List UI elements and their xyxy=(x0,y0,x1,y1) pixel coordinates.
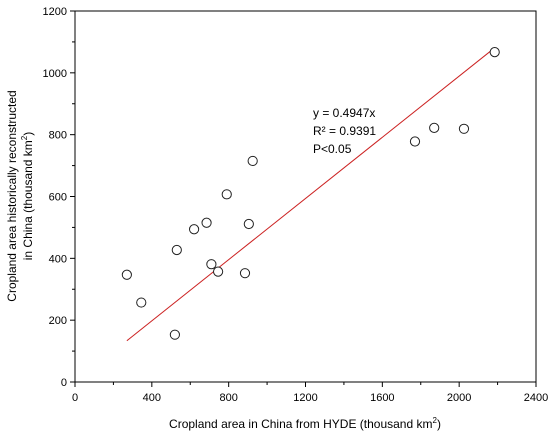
data-point xyxy=(221,189,232,200)
data-point xyxy=(239,268,251,279)
y-tick-label: 0 xyxy=(61,377,67,389)
y-tick-label: 1000 xyxy=(43,68,67,80)
data-point xyxy=(121,269,132,280)
annotation-r2: R² = 0.9391 xyxy=(313,124,376,138)
x-axis-ticks: 0 400 800 1200 1600 2000 2400 xyxy=(72,382,548,404)
data-point xyxy=(136,297,147,308)
data-point xyxy=(171,244,182,256)
points-layer xyxy=(121,47,500,340)
x-tick-label: 400 xyxy=(143,392,161,404)
y-axis-title-line1: Cropland area historically reconstructed xyxy=(5,90,19,301)
x-axis-title: Cropland area in China from HYDE (thousa… xyxy=(169,416,441,431)
y-axis-title-line2: in China (thousand km2) xyxy=(20,132,35,261)
y-tick-label: 1200 xyxy=(43,6,67,18)
data-point xyxy=(489,47,500,58)
data-point xyxy=(213,266,224,277)
y-tick-label: 600 xyxy=(49,192,67,204)
data-point xyxy=(188,224,200,235)
x-tick-label: 800 xyxy=(219,392,237,404)
y-tick-label: 800 xyxy=(49,130,67,142)
y-tick-label: 400 xyxy=(49,253,67,265)
annotation-p: P<0.05 xyxy=(313,142,352,156)
data-point xyxy=(201,217,212,228)
data-point xyxy=(429,122,440,133)
x-tick-label: 0 xyxy=(72,392,78,404)
x-tick-label: 1200 xyxy=(293,392,317,404)
data-point xyxy=(169,329,180,340)
regression-line xyxy=(126,47,496,342)
data-point xyxy=(247,155,258,167)
x-tick-label: 1600 xyxy=(370,392,394,404)
data-point xyxy=(458,123,470,134)
data-point xyxy=(409,136,421,147)
data-point xyxy=(243,218,254,230)
x-tick-label: 2400 xyxy=(524,392,548,404)
fit-layer xyxy=(126,47,496,342)
annotation-equation: y = 0.4947x xyxy=(313,106,375,120)
x-tick-label: 2000 xyxy=(447,392,471,404)
data-point xyxy=(206,259,217,270)
y-axis-ticks: 0 200 400 600 800 1000 1200 xyxy=(43,6,75,389)
y-tick-label: 200 xyxy=(49,315,67,327)
